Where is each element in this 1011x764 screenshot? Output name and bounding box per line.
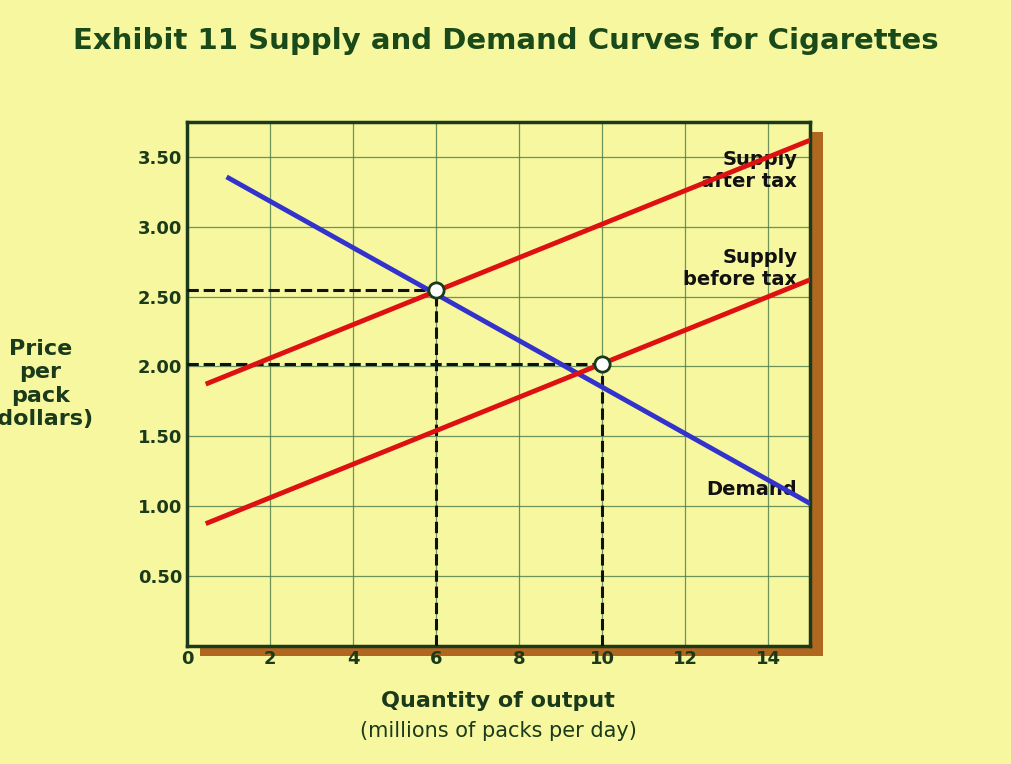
Text: Demand: Demand <box>706 480 797 499</box>
Text: Price
per
pack
(dollars): Price per pack (dollars) <box>0 339 93 429</box>
Text: Exhibit 11 Supply and Demand Curves for Cigarettes: Exhibit 11 Supply and Demand Curves for … <box>73 27 938 55</box>
Text: (millions of packs per day): (millions of packs per day) <box>360 721 636 741</box>
Text: Quantity of output: Quantity of output <box>381 691 615 711</box>
Text: Supply
after tax: Supply after tax <box>701 151 797 191</box>
Text: Supply
before tax: Supply before tax <box>682 248 797 290</box>
